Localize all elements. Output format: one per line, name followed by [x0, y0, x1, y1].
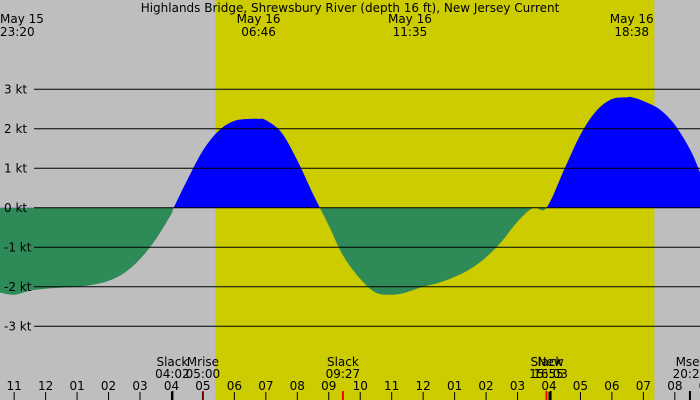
column-header-time: 23:20 [0, 25, 35, 39]
hour-label: 09 [699, 379, 700, 393]
y-tick-label: 0 kt [4, 201, 27, 215]
column-header-day: May 16 [610, 12, 654, 26]
hour-label: 06 [227, 379, 242, 393]
hour-label: 03 [510, 379, 525, 393]
hour-label: 09 [321, 379, 336, 393]
hour-label: 11 [7, 379, 22, 393]
column-header-time: 18:38 [614, 25, 649, 39]
hour-label: 02 [101, 379, 116, 393]
hour-label: 10 [353, 379, 368, 393]
y-tick-label: -3 kt [4, 319, 32, 333]
hour-label: 01 [447, 379, 462, 393]
event-time: 16:03 [533, 367, 568, 381]
hour-label: 05 [195, 379, 210, 393]
y-tick-label: 3 kt [4, 82, 27, 96]
hour-label: 07 [636, 379, 651, 393]
event-name: Slack [531, 355, 563, 369]
event-name: Mrise [187, 355, 219, 369]
hour-label: 04 [164, 379, 179, 393]
y-tick-label: 1 kt [4, 161, 27, 175]
hour-label: 07 [258, 379, 273, 393]
column-header-time: 11:35 [393, 25, 428, 39]
event-labels: Slack04:02Mrise05:00Slack09:27Slack15:55… [155, 355, 700, 400]
hour-label: 08 [290, 379, 305, 393]
hour-label: 08 [667, 379, 682, 393]
hour-label: 11 [384, 379, 399, 393]
column-header-day: May 16 [237, 12, 281, 26]
hour-label: 05 [573, 379, 588, 393]
ebb-current-area [0, 207, 700, 295]
hour-label: 12 [416, 379, 431, 393]
event-name: Slack [156, 355, 188, 369]
event-name: New [537, 355, 563, 369]
hour-label: 03 [132, 379, 147, 393]
hour-label: 12 [38, 379, 53, 393]
event-time: 09:27 [326, 367, 361, 381]
chart-title: Highlands Bridge, Shrewsbury River (dept… [141, 1, 560, 15]
column-header-day: May 15 [0, 12, 44, 26]
y-tick-label: -1 kt [4, 240, 32, 254]
flood-current-area [173, 96, 700, 208]
event-name: Slack [327, 355, 359, 369]
y-tick-label: -2 kt [4, 280, 32, 294]
hour-label: 01 [69, 379, 84, 393]
y-axis-tick-labels: 3 kt 2 kt 1 kt 0 kt -1 kt -2 kt -3 kt [4, 82, 32, 333]
hour-label: 06 [604, 379, 619, 393]
event-time: 20:29 [673, 367, 700, 381]
event-time: 05:00 [186, 367, 221, 381]
column-header-day: May 16 [388, 12, 432, 26]
y-tick-label: 2 kt [4, 122, 27, 136]
event-time: 04:02 [155, 367, 190, 381]
hour-label: 04 [541, 379, 556, 393]
event-time: 15:55 [529, 367, 564, 381]
column-header-time: 06:46 [241, 25, 276, 39]
event-name: Mset [676, 355, 700, 369]
gridlines [34, 88, 700, 327]
hour-label: 02 [478, 379, 493, 393]
x-axis-hour-labels: 11 12 01 02 03 04 05 06 07 08 09 10 11 12 01 02 03 04 05 06… [7, 379, 700, 400]
